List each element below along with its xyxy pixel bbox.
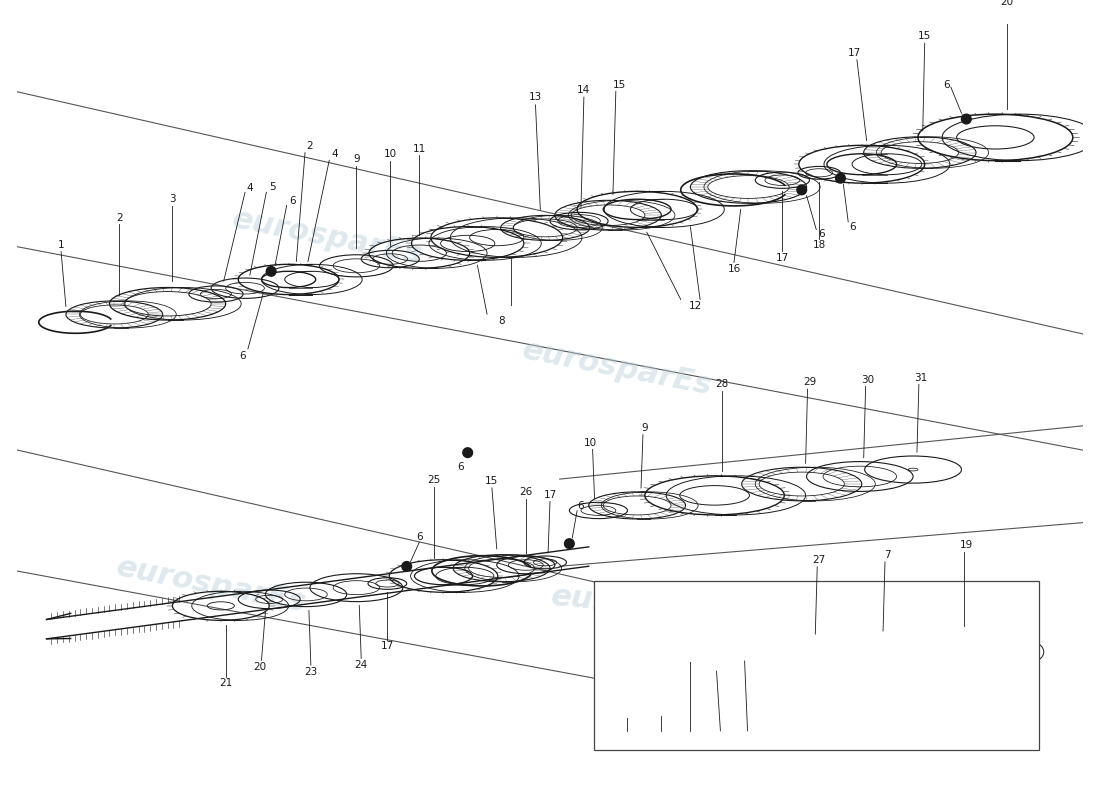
Text: 9: 9 [641,423,648,433]
Text: 7: 7 [883,550,890,560]
Text: 34: 34 [742,730,756,741]
Circle shape [564,539,574,549]
Text: 6: 6 [578,501,584,511]
Text: 27: 27 [813,555,826,565]
Circle shape [796,185,806,194]
Text: 6: 6 [239,350,245,361]
Text: 16: 16 [727,264,740,274]
Text: 2: 2 [116,213,122,222]
Text: 8: 8 [498,316,505,326]
Text: 15: 15 [613,79,626,90]
Text: 14: 14 [578,86,591,95]
Text: 33: 33 [654,730,668,741]
Text: 15: 15 [918,31,932,42]
Text: 25: 25 [427,475,440,486]
Text: 2: 2 [307,141,314,151]
Text: eurosparEs: eurosparEs [549,582,745,628]
Text: 30: 30 [861,374,875,385]
Text: 4: 4 [246,182,253,193]
Text: eurosparEs: eurosparEs [113,553,309,618]
Text: 6: 6 [944,80,950,90]
Text: 6: 6 [416,532,422,542]
Text: 20: 20 [253,662,266,672]
Text: 17: 17 [776,253,789,262]
Text: 1: 1 [688,730,694,741]
Text: 32: 32 [620,730,634,741]
Text: 6: 6 [817,230,824,239]
Text: eurosparEs: eurosparEs [230,205,425,270]
Text: 19: 19 [959,541,972,550]
Text: 29: 29 [803,378,816,387]
Text: 17: 17 [381,642,394,651]
Text: 24: 24 [354,660,367,670]
Text: 6: 6 [289,196,296,206]
Text: 11: 11 [412,144,426,154]
Circle shape [402,562,411,571]
Text: 13: 13 [529,92,542,102]
Text: 20: 20 [1000,0,1013,7]
Text: 23: 23 [305,667,318,677]
Text: 21: 21 [219,678,232,688]
Text: 17: 17 [847,48,860,58]
Circle shape [463,448,473,458]
Text: 1: 1 [688,730,694,741]
Text: 1: 1 [57,240,65,250]
Circle shape [961,114,971,124]
Text: 6: 6 [849,222,856,232]
Text: 5: 5 [268,182,275,191]
Text: 15: 15 [485,476,498,486]
Text: 10: 10 [384,150,397,159]
Text: 4: 4 [332,149,339,158]
Circle shape [266,266,276,276]
Text: 22: 22 [716,730,729,741]
Text: eurosparEs: eurosparEs [520,335,715,401]
Text: 31: 31 [914,373,927,382]
Text: 6: 6 [458,462,464,472]
Text: 17: 17 [543,490,557,500]
FancyBboxPatch shape [594,581,1038,750]
Text: 26: 26 [519,487,532,498]
Text: 18: 18 [813,241,826,250]
Circle shape [836,174,845,183]
Text: 12: 12 [689,302,702,311]
Text: 28: 28 [716,379,729,389]
Text: 9: 9 [353,154,360,164]
Text: 10: 10 [584,438,597,448]
Text: 3: 3 [169,194,176,204]
